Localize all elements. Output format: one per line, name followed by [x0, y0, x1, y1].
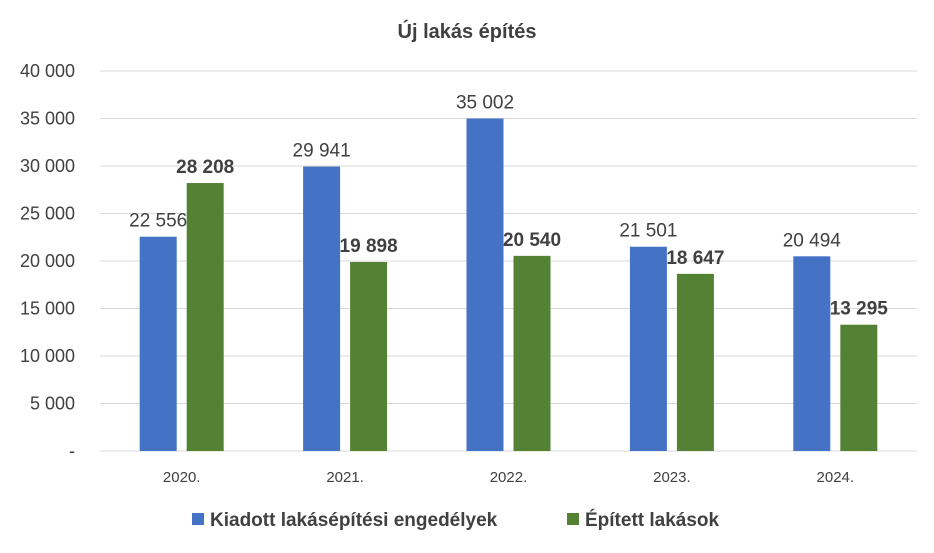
y-tick-label: 35 000	[20, 109, 75, 129]
x-tick-label: 2024.	[817, 469, 855, 486]
bar	[840, 324, 878, 451]
bar	[303, 166, 341, 452]
y-tick-label: -	[69, 441, 75, 461]
data-labels: 22 556 28 208 29 941 19 898 35 002 20 540 21 5…	[129, 92, 888, 319]
data-label: 19 898	[340, 236, 398, 257]
x-tick-label: 2022.	[490, 469, 528, 486]
bar	[466, 118, 504, 451]
data-label: 20 494	[783, 230, 842, 251]
y-tick-label: 5 000	[30, 394, 75, 414]
y-axis-ticks: - 5 000 10 000 15 000 20 000 25 000 30 000 35 0…	[20, 61, 75, 461]
data-label: 20 540	[503, 230, 561, 251]
legend-swatch	[192, 513, 204, 525]
data-label: 22 556	[129, 211, 187, 232]
chart-title: Új lakás építés	[398, 19, 537, 43]
bar	[350, 261, 388, 451]
bar	[513, 255, 551, 451]
data-label: 28 208	[176, 157, 234, 178]
bar	[186, 183, 224, 452]
y-tick-label: 40 000	[20, 61, 75, 81]
legend-label: Épített lakások	[585, 509, 720, 531]
data-label: 18 647	[666, 248, 724, 269]
y-tick-label: 25 000	[20, 204, 75, 224]
x-tick-label: 2020.	[163, 469, 201, 486]
gridlines	[100, 70, 917, 452]
bar	[793, 256, 831, 451]
y-tick-label: 10 000	[20, 346, 75, 366]
x-tick-label: 2023.	[653, 469, 691, 486]
y-tick-label: 30 000	[20, 156, 75, 176]
bars	[139, 118, 878, 452]
legend: Kiadott lakásépítési engedélyek Épített l…	[192, 509, 720, 531]
data-label: 29 941	[293, 141, 351, 162]
x-tick-label: 2021.	[326, 469, 364, 486]
y-tick-label: 15 000	[20, 299, 75, 319]
bar	[139, 236, 177, 451]
data-label: 13 295	[830, 299, 889, 320]
x-axis-ticks: 2020. 2021. 2022. 2023. 2024.	[163, 469, 854, 486]
bar	[676, 273, 714, 451]
y-tick-label: 20 000	[20, 251, 75, 271]
bar	[629, 246, 667, 451]
legend-swatch	[567, 513, 579, 525]
data-label: 21 501	[619, 221, 677, 242]
legend-label: Kiadott lakásépítési engedélyek	[210, 510, 498, 531]
data-label: 35 002	[456, 92, 514, 113]
